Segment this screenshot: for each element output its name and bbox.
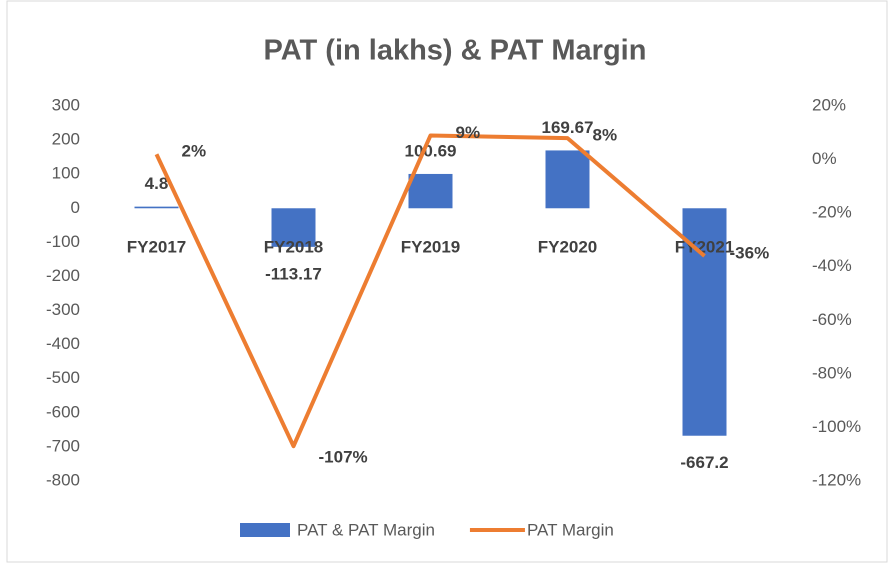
y2-tick-label: -20% (812, 203, 852, 222)
y2-tick-label: -120% (812, 470, 861, 489)
data-label: -113.17 (265, 264, 322, 283)
y2-tick-label: 0% (812, 149, 837, 168)
x-tick-label: FY2018 (264, 237, 324, 256)
bar (271, 208, 316, 247)
data-label: 4.8 (145, 174, 169, 193)
data-label: -667.2 (680, 453, 728, 472)
y-tick-label: 0 (71, 198, 80, 217)
y-tick-label: 300 (52, 95, 80, 114)
y-tick-label: -700 (46, 436, 80, 455)
y-tick-label: -500 (46, 368, 80, 387)
y-tick-label: -100 (46, 232, 80, 251)
y-tick-label: 100 (52, 164, 80, 183)
data-label: 2% (182, 142, 207, 161)
y2-tick-label: -80% (812, 363, 852, 382)
x-tick-label: FY2019 (401, 237, 461, 256)
y2-tick-label: 20% (812, 95, 846, 114)
chart-title: PAT (in lakhs) & PAT Margin (264, 35, 647, 67)
y2-tick-label: -40% (812, 256, 852, 275)
bar (545, 150, 590, 209)
legend-swatch (240, 523, 290, 537)
y-tick-label: -200 (46, 266, 80, 285)
bar (682, 208, 727, 436)
data-label: -36% (730, 243, 770, 262)
line (154, 133, 706, 449)
bar (408, 173, 453, 209)
data-label: 169.67 (542, 118, 594, 137)
y2-tick-label: -100% (812, 417, 861, 436)
data-label: 9% (456, 123, 481, 142)
y2-tick-label: -60% (812, 310, 852, 329)
y-tick-label: 200 (52, 130, 80, 149)
x-tick-label: FY2017 (127, 237, 187, 256)
legend-label: PAT Margin (527, 520, 614, 539)
y-tick-label: -300 (46, 300, 80, 319)
data-label: 8% (593, 126, 618, 145)
legend-label: PAT & PAT Margin (297, 520, 435, 539)
bar (134, 206, 179, 209)
y-tick-label: -600 (46, 402, 80, 421)
chart-frame (6, 0, 888, 563)
y-tick-label: -400 (46, 334, 80, 353)
x-tick-label: FY2020 (538, 237, 598, 256)
data-label: -107% (319, 448, 368, 467)
data-label: 100.69 (405, 141, 457, 160)
y-tick-label: -800 (46, 470, 80, 489)
